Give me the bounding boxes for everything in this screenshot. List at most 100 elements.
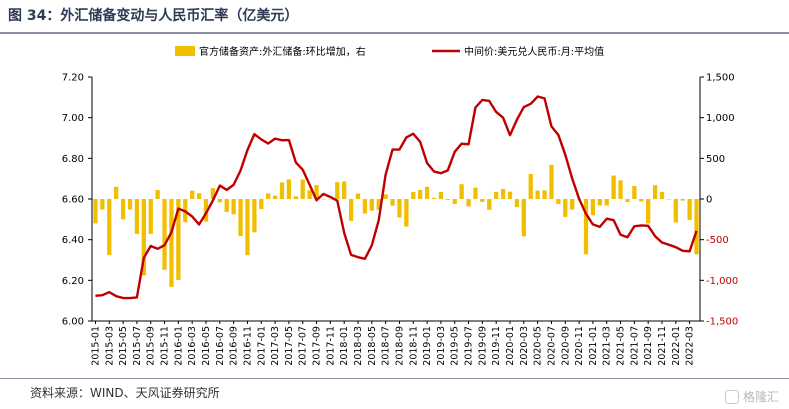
x-tick-label: 2020-11 — [574, 326, 585, 366]
bar — [335, 182, 340, 199]
bar — [328, 199, 333, 200]
bar — [507, 191, 513, 199]
legend-bar-swatch — [175, 46, 195, 56]
x-tick-label: 2021-05 — [616, 326, 627, 366]
x-tick-label: 2019-11 — [491, 326, 502, 366]
left-y-axis: 6.00 6.20 6.40 6.60 6.80 7.00 7.20 — [62, 73, 93, 328]
title-divider — [0, 32, 789, 34]
x-tick-label: 2020-09 — [560, 326, 571, 366]
x-tick-label: 2019-09 — [477, 326, 488, 366]
right-tick-label: -1,000 — [706, 276, 738, 287]
bar — [604, 199, 609, 206]
bar — [210, 188, 216, 199]
x-tick-label: 2015-09 — [146, 326, 157, 366]
right-tick-label: 1,000 — [706, 113, 735, 124]
bar — [155, 190, 160, 199]
bar — [348, 199, 354, 221]
bar — [597, 199, 602, 206]
bar — [514, 199, 520, 208]
bar — [376, 199, 381, 210]
bar — [445, 199, 450, 200]
x-tick-label: 2016-07 — [215, 326, 226, 366]
left-tick-label: 6.60 — [62, 195, 84, 206]
bar — [342, 181, 347, 199]
bar — [369, 199, 374, 211]
left-tick-label: 7.20 — [62, 73, 84, 84]
x-tick-label: 2015-03 — [104, 326, 115, 366]
bar — [431, 197, 437, 199]
bar — [148, 199, 153, 234]
x-tick-label: 2015-11 — [160, 326, 171, 366]
x-tick-label: 2018-05 — [367, 326, 378, 366]
bar — [114, 186, 119, 199]
bar — [314, 185, 319, 199]
bar — [583, 199, 589, 255]
left-tick-label: 7.00 — [62, 113, 84, 124]
bar — [632, 185, 637, 199]
x-tick-label: 2021-09 — [643, 326, 654, 366]
exchange-rate-line — [95, 95, 698, 300]
bar — [639, 199, 644, 202]
x-tick-label: 2018-01 — [339, 326, 350, 366]
bar — [127, 199, 133, 210]
x-tick-label: 2020-01 — [505, 326, 516, 366]
x-tick-label: 2017-09 — [312, 326, 323, 366]
x-tick-label: 2021-03 — [602, 326, 613, 366]
watermark-text: 格隆汇 — [742, 390, 779, 404]
x-tick-label: 2019-01 — [422, 326, 433, 366]
bar — [272, 195, 278, 199]
bar — [300, 179, 305, 199]
bar — [625, 199, 630, 203]
x-tick-label: 2019-03 — [436, 326, 447, 366]
chart-title: 图 34：外汇储备变动与人民币汇率（亿美元） — [8, 8, 299, 24]
x-tick-label: 2018-11 — [408, 326, 419, 366]
x-tick-label: 2015-01 — [90, 326, 101, 366]
bar — [521, 199, 526, 237]
x-tick-label: 2017-07 — [298, 326, 309, 366]
x-tick-label: 2020-07 — [546, 326, 557, 366]
left-tick-label: 6.80 — [62, 154, 84, 165]
x-tick-label: 2017-11 — [325, 326, 336, 366]
bar — [307, 190, 312, 199]
bar — [252, 199, 257, 233]
bar — [687, 199, 692, 221]
bar — [279, 182, 285, 199]
x-tick-label: 2019-05 — [450, 326, 461, 366]
bar — [107, 199, 112, 256]
bar — [611, 175, 616, 199]
bar — [466, 199, 471, 207]
bar — [162, 199, 167, 270]
x-tick-label: 2015-05 — [118, 326, 129, 366]
x-tick-label: 2020-05 — [533, 326, 544, 366]
x-tick-label: 2018-07 — [381, 326, 392, 366]
bar — [590, 199, 596, 216]
bar — [570, 199, 575, 210]
watermark: 格隆汇 — [724, 388, 779, 405]
bar — [549, 164, 554, 199]
bar — [500, 188, 506, 199]
left-tick-label: 6.40 — [62, 235, 84, 246]
bar — [203, 199, 209, 222]
bar — [494, 191, 499, 199]
bar — [176, 199, 181, 280]
bar — [666, 199, 672, 200]
bar — [321, 198, 326, 200]
bar — [355, 193, 361, 199]
bar-series — [93, 164, 699, 287]
legend-line-label: 中间价:美元兑人民币:月:平均值 — [464, 45, 604, 58]
bar — [694, 199, 699, 255]
bar — [293, 196, 298, 199]
bar — [563, 199, 568, 217]
x-tick-label: 2021-01 — [588, 326, 599, 366]
bar — [120, 199, 126, 220]
right-y-axis: -1,500 -1,000 -500 0 500 1,000 1,500 — [699, 73, 738, 328]
x-tick-label: 2016-03 — [187, 326, 198, 366]
right-tick-label: 500 — [706, 154, 725, 165]
bar — [397, 199, 402, 218]
x-tick-label: 2020-03 — [519, 326, 530, 366]
bar — [542, 190, 547, 199]
bar — [652, 185, 658, 199]
bar — [424, 186, 430, 199]
bar — [438, 192, 444, 199]
x-tick-label: 2019-07 — [464, 326, 475, 366]
